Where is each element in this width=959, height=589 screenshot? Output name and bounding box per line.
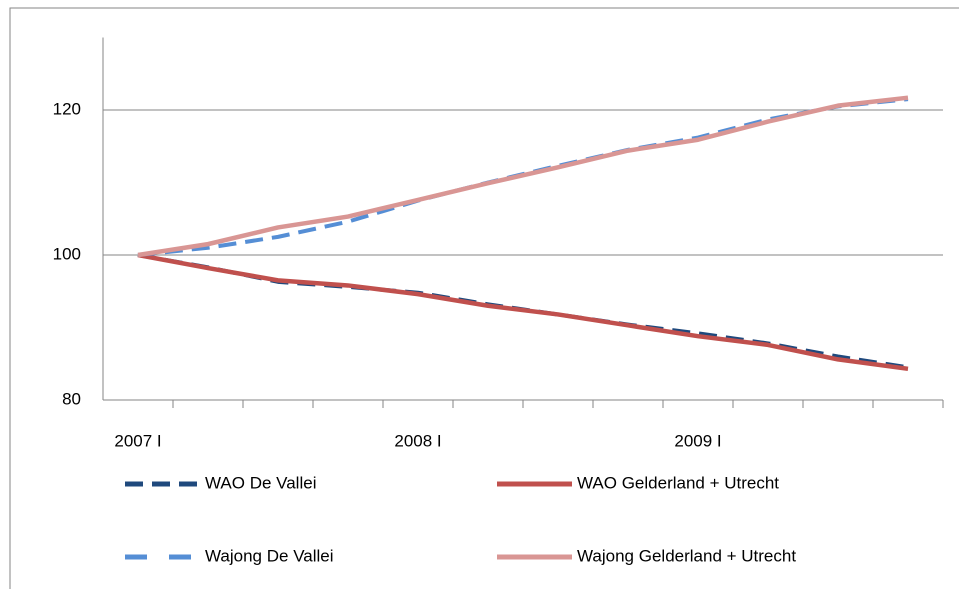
y-tick-label: 100 bbox=[53, 244, 81, 263]
legend-label: Wajong Gelderland + Utrecht bbox=[577, 546, 796, 565]
y-tick-label: 80 bbox=[62, 389, 81, 408]
x-tick-label: 2008 I bbox=[394, 431, 441, 450]
x-tick-label: 2007 I bbox=[114, 431, 161, 450]
series-line bbox=[137, 95, 909, 258]
legend-label: WAO Gelderland + Utrecht bbox=[577, 473, 779, 492]
series-line bbox=[137, 252, 909, 372]
x-tick-label: 2009 I bbox=[674, 431, 721, 450]
chart-border bbox=[9, 7, 959, 589]
y-tick-label: 120 bbox=[53, 99, 81, 118]
legend-label: WAO De Vallei bbox=[205, 473, 316, 492]
legend-label: Wajong De Vallei bbox=[205, 546, 334, 565]
